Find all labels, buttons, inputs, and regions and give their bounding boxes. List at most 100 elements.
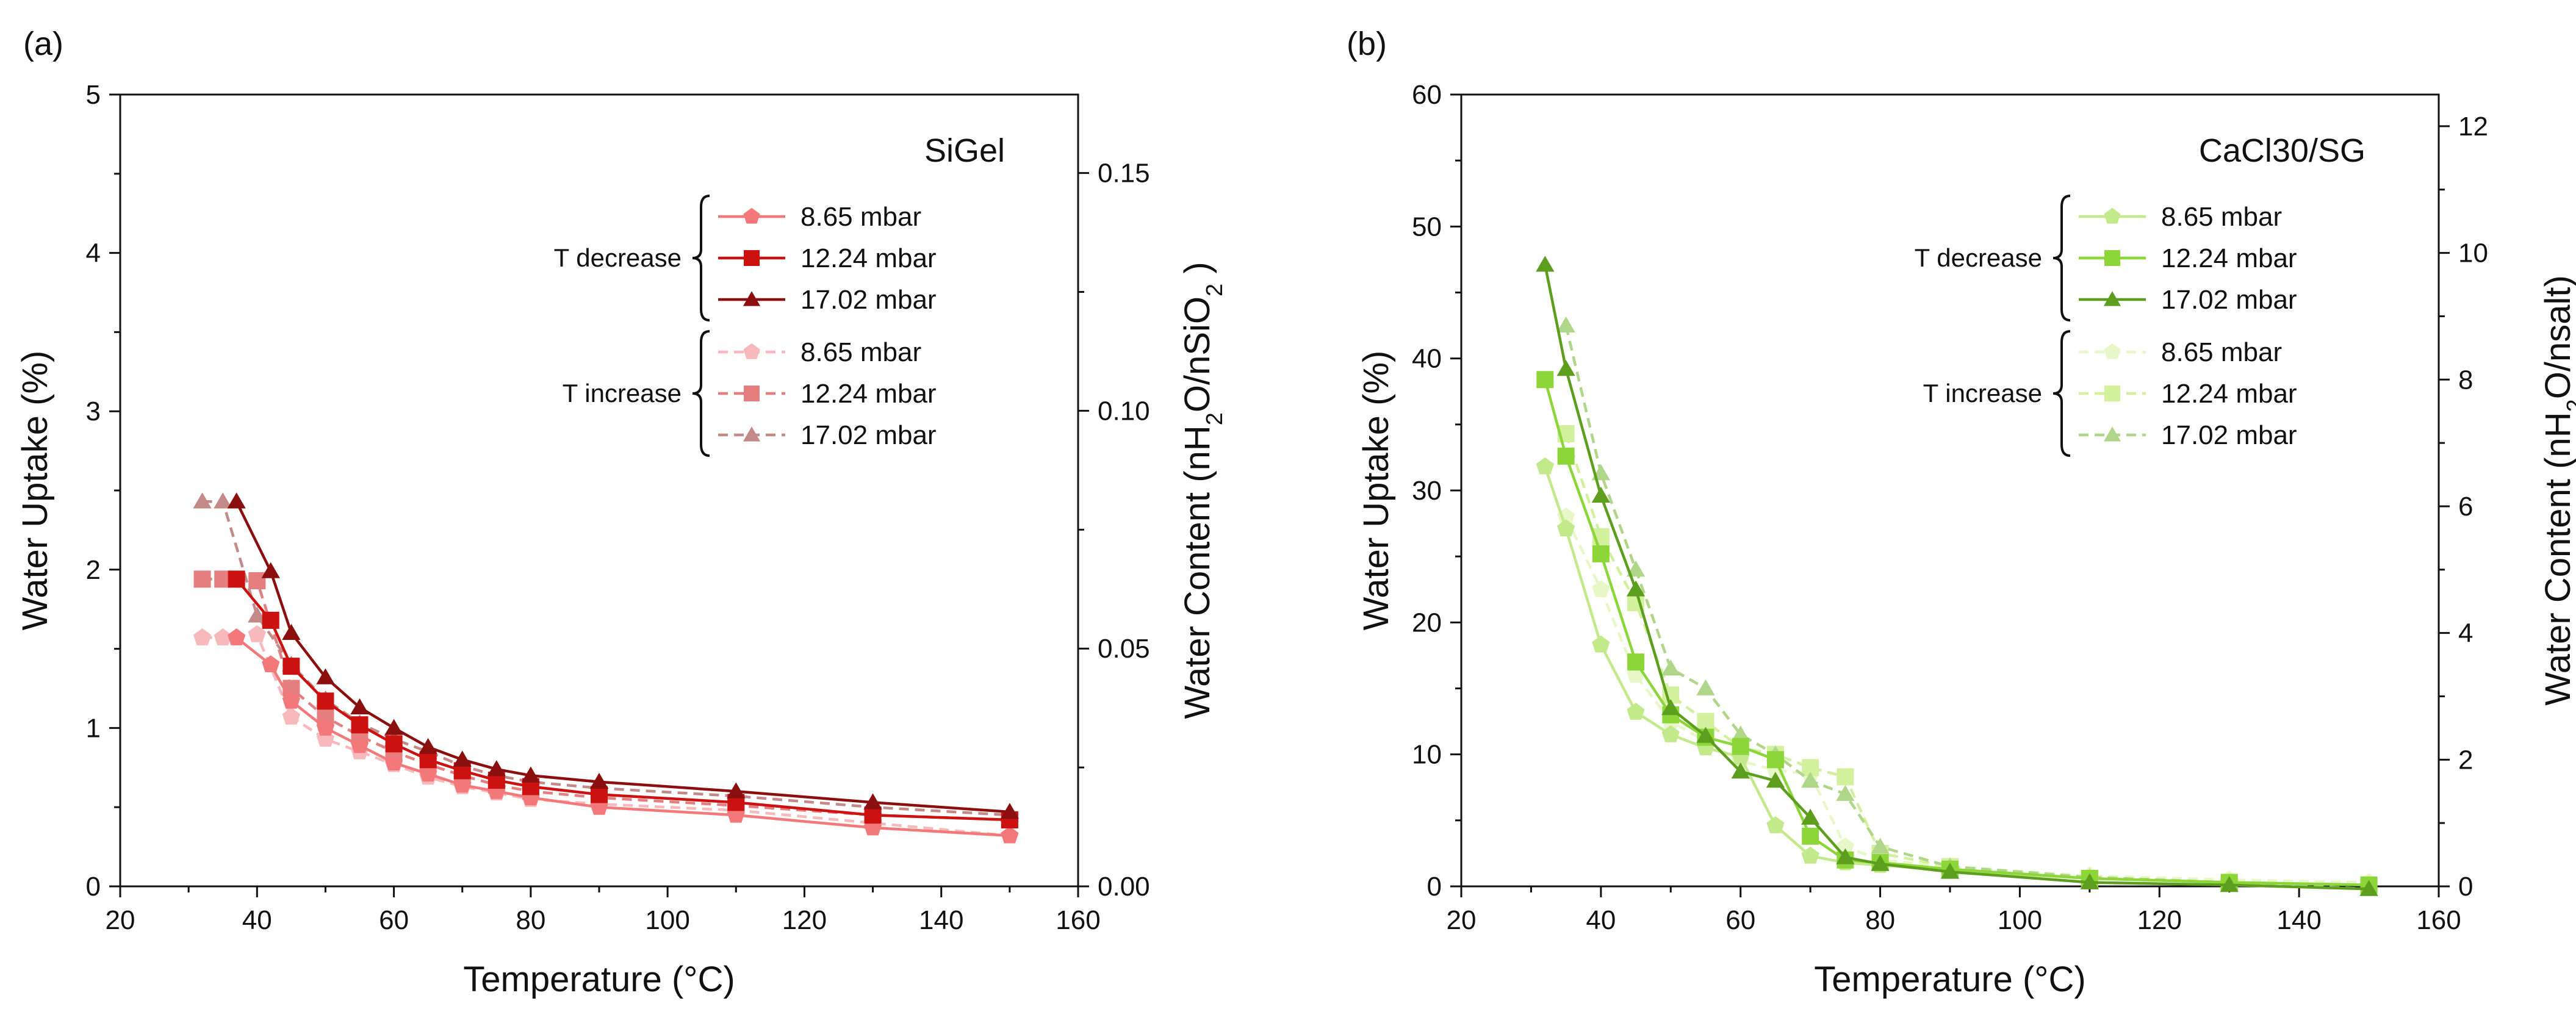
data-point (1626, 560, 1646, 577)
data-point (1801, 846, 1819, 864)
data-point (1626, 580, 1646, 597)
data-point (1556, 360, 1575, 376)
panel-a-x-tick-label: 80 (516, 905, 545, 935)
panel-b-y-right-tick-label: 6 (2458, 492, 2473, 522)
panel-b-y-tick-label: 60 (1412, 80, 1442, 110)
legend-marker (2104, 386, 2120, 401)
panel-b-y-right-tick-label: 2 (2458, 745, 2473, 775)
data-point (521, 766, 540, 783)
panel-a-chart-title: SiGel (924, 132, 1005, 169)
panel-b-x-tick-label: 80 (1865, 905, 1895, 935)
data-point (193, 628, 212, 645)
series-line (1564, 433, 2369, 887)
legend-marker (2104, 250, 2120, 266)
data-point (385, 735, 403, 753)
panel-b-y-right-tick-label: 10 (2458, 239, 2488, 268)
data-point (1557, 519, 1575, 537)
panel-b-y-tick-label: 30 (1412, 476, 1442, 506)
data-point (591, 786, 608, 803)
data-point (228, 570, 245, 588)
data-point (1592, 580, 1610, 597)
legend-marker (744, 250, 760, 266)
legend-label: 12.24 mbar (801, 243, 937, 273)
panel-b-y-right-tick-label: 0 (2458, 872, 2473, 902)
data-point (384, 719, 403, 735)
panel-b-x-tick-label: 20 (1447, 905, 1477, 935)
legend-marker (743, 291, 761, 306)
data-point (863, 793, 882, 809)
legend-marker (743, 426, 761, 442)
data-point (727, 782, 746, 799)
legend-brace (692, 330, 710, 457)
data-point (419, 751, 437, 769)
data-point (317, 692, 334, 710)
panel-a-plot-frame (119, 93, 1079, 888)
legend-marker (2103, 291, 2121, 306)
panel-b-x-tick-label: 140 (2276, 905, 2321, 935)
data-point (1732, 738, 1749, 755)
panel-a-y-tick-label: 3 (86, 397, 101, 426)
series-line (1544, 466, 2369, 887)
data-point (1836, 784, 1855, 801)
panel-a-y-right-axis-title: Water Content (nH2O/nSiO2 ) (1178, 262, 1228, 719)
panel-a-x-tick-label: 160 (1056, 905, 1100, 935)
panel-a-y-tick-label: 5 (86, 80, 101, 110)
data-point (1592, 545, 1610, 562)
legend-label: 8.65 mbar (801, 202, 921, 232)
panel-b-x-tick-label: 60 (1725, 905, 1755, 935)
series-line (235, 501, 1010, 814)
data-point (193, 570, 211, 588)
panel-b-plot-frame (1460, 93, 2440, 888)
panel-b-y-right-tick-label: 12 (2458, 112, 2488, 142)
data-point (351, 716, 369, 734)
panel-a-y-tick-label: 2 (86, 555, 101, 585)
legend-label: 12.24 mbar (2161, 379, 2297, 409)
data-point (1801, 808, 1820, 825)
data-point (227, 492, 246, 509)
panel-b-y-right-axis-title: Water Content (nH2O/nsalt) (2538, 275, 2576, 706)
legend-marker (743, 207, 760, 224)
panel-b-x-tick-label: 160 (2416, 905, 2461, 935)
data-point (214, 628, 232, 645)
panel-b-series-increase-8.65-mbar (1557, 507, 2378, 890)
data-point (1802, 827, 1819, 845)
panel-b-y-axis-title: Water Uptake (%) (1356, 351, 1396, 631)
panel-a-series-increase-17.02-mbar (193, 492, 1019, 822)
panel-a-x-tick-label: 20 (106, 905, 135, 935)
panel-b-y-tick-label: 0 (1427, 872, 1442, 902)
panel-b-x-tick-label: 100 (1998, 905, 2042, 935)
data-point (261, 562, 280, 578)
panel-a-x-tick-label: 120 (782, 905, 827, 935)
data-point (1766, 751, 1784, 769)
data-point (1627, 653, 1645, 671)
data-point (1592, 635, 1610, 653)
panel-b-x-tick-label: 120 (2137, 905, 2182, 935)
data-point (419, 764, 437, 782)
panel-a-x-tick-label: 40 (242, 905, 272, 935)
data-point (1591, 486, 1610, 503)
panel-a-label: (a) (23, 26, 63, 62)
panel-b-x-axis-title: Temperature (°C) (1814, 960, 2085, 999)
data-point (228, 628, 246, 645)
panel-a-y-right-tick-label: 0.15 (1098, 159, 1150, 188)
panel-b-y-tick-label: 10 (1412, 740, 1442, 770)
data-point (1536, 256, 1555, 272)
legend-marker (743, 343, 760, 359)
data-point (350, 698, 369, 714)
data-point (282, 707, 300, 725)
panel-b-legend: 8.65 mbar 12.24 mbar 17.02 mbar T decrease 8… (1915, 195, 2297, 457)
data-point (1766, 816, 1785, 833)
data-point (1661, 659, 1680, 676)
series-line (1544, 379, 2369, 887)
panel-a-y-right-tick-label: 0.00 (1098, 872, 1150, 902)
data-point (1696, 679, 1715, 695)
data-point (1557, 447, 1575, 465)
data-point (1627, 703, 1645, 720)
data-point (453, 750, 472, 767)
data-point (453, 775, 472, 793)
panel-b-series-increase-12.24-mbar (1557, 425, 2378, 894)
panel-b-y-tick-label: 20 (1412, 608, 1442, 637)
panel-a-y-right-tick-label: 0.10 (1098, 396, 1150, 426)
data-point (1536, 371, 1554, 389)
legend-brace (2053, 330, 2071, 457)
